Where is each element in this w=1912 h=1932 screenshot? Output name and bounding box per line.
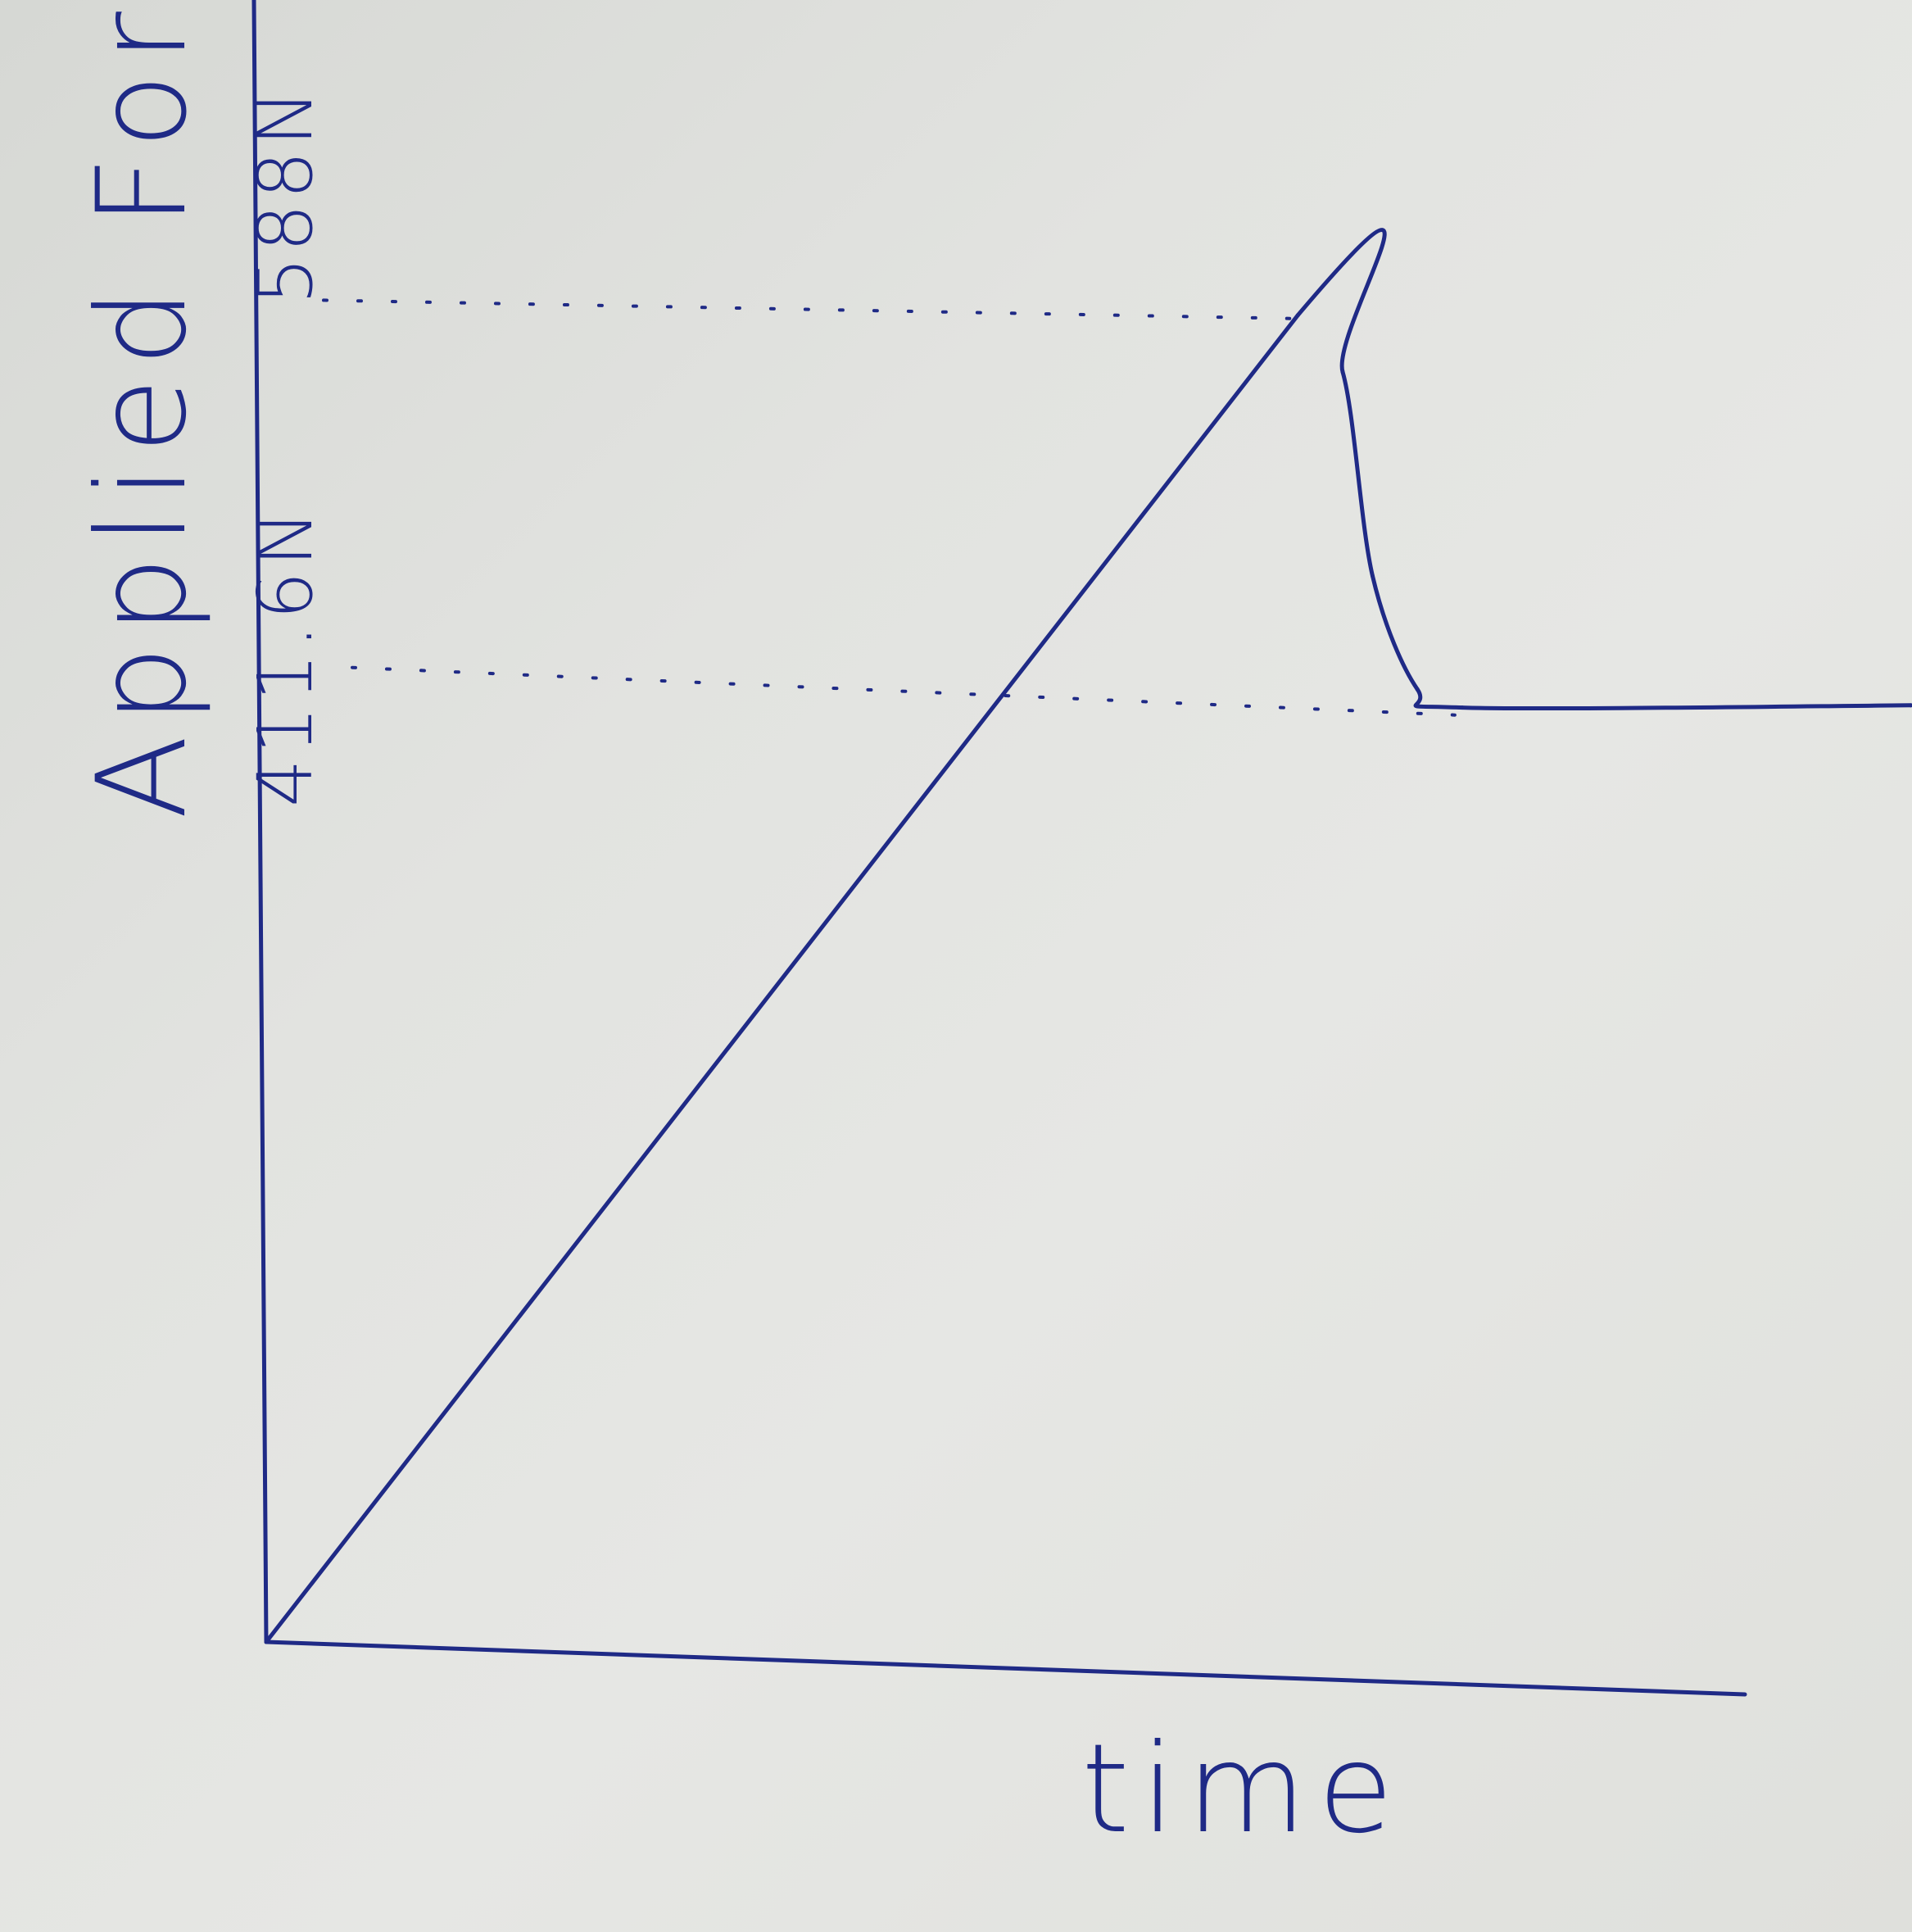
tick-label-588N: 588N: [242, 85, 329, 305]
data-point-1: [1295, 313, 1300, 318]
reference-line-588N: [322, 298, 1292, 320]
x-axis-line: [264, 1639, 1747, 1697]
reference-line-411-6N: [351, 665, 1457, 717]
data-point-4: [1415, 687, 1420, 692]
data-point-0: [264, 1639, 269, 1644]
data-point-group: [264, 313, 1912, 1644]
force-curve-series: [264, 228, 1912, 1644]
data-point-5: [1460, 705, 1465, 710]
y-axis-label: Applied Force: [71, 0, 214, 819]
x-axis-label: time: [1081, 1718, 1405, 1861]
data-point-6: [1909, 703, 1912, 708]
tick-label-411-6N: 411.6N: [242, 506, 329, 807]
data-point-2: [1340, 370, 1345, 374]
y-axis-line: [251, 0, 269, 1644]
data-point-3: [1371, 574, 1375, 578]
